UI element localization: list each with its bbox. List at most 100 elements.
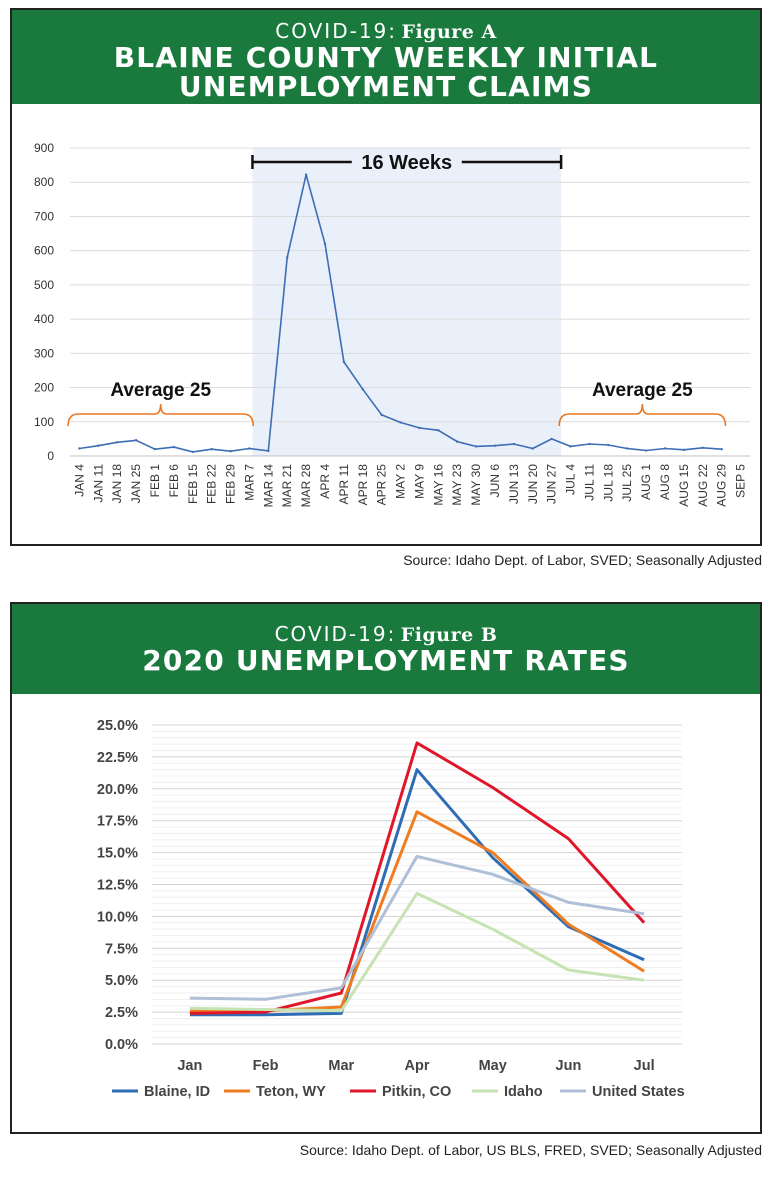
x-tick-label: FEB 29 [224,464,238,504]
legend-label: United States [592,1084,685,1100]
x-tick-label: FEB 22 [205,464,219,504]
x-tick-label: MAR 21 [280,464,294,508]
data-point [380,413,383,417]
y-tick-label: 2.5% [105,1005,138,1021]
data-point [531,447,534,450]
figure-a-source: Source: Idaho Dept. of Labor, SVED; Seas… [403,552,762,568]
weeks-label-bg [351,150,462,174]
y-tick-label: 0.0% [105,1037,138,1053]
data-point [78,447,81,450]
figure-b-panel: COVID-19: Figure B 2020 UNEMPLOYMENT RAT… [10,602,762,1134]
y-tick-label: 700 [34,209,54,223]
x-tick-label: JAN 4 [72,464,86,497]
data-point [267,449,270,453]
x-tick-label: MAR 14 [261,464,275,508]
y-tick-label: 22.5% [97,750,138,766]
figure-b-title: 2020 UNEMPLOYMENT RATES [142,644,630,677]
x-tick-label: APR 11 [337,464,351,505]
y-tick-label: 7.5% [105,941,138,957]
series-line [189,741,646,1015]
x-tick-label: FEB 1 [148,464,162,498]
data-point [512,442,516,446]
x-tick-label: APR 4 [318,464,332,499]
figure-a-title-line1: BLAINE COUNTY WEEKLY INITIAL [113,41,659,74]
y-tick-label: 800 [34,175,54,189]
x-tick-label: Feb [253,1058,279,1074]
data-point [701,446,704,449]
legend-label: Blaine, ID [144,1084,210,1100]
figure-a-title-line2: UNEMPLOYMENT CLAIMS [178,70,594,103]
x-tick-label: JUL 4 [564,464,578,495]
x-tick-label: AUG 1 [639,464,653,500]
series-line [189,854,645,1001]
data-point [342,360,346,364]
x-tick-label: APR 18 [356,464,370,506]
data-point [550,437,553,441]
data-point [361,388,364,391]
shaded-period [252,148,562,456]
x-tick-label: FEB 15 [186,464,200,504]
y-tick-label: 15.0% [97,846,138,862]
data-point [493,444,497,447]
average-right-brace [558,403,727,427]
weeks-label: 16 Weeks [361,152,452,174]
data-point [399,421,402,424]
legend-label: Teton, WY [256,1084,326,1100]
data-point [720,447,723,451]
figure-a-header: COVID-19: Figure A BLAINE COUNTY WEEKLY … [12,10,760,104]
data-point [153,447,157,451]
data-point [456,440,459,443]
data-point [644,449,648,452]
x-tick-label: JUN 27 [545,464,559,504]
x-tick-label: SEP 5 [734,464,748,498]
data-point [682,448,686,452]
x-tick-label: JUN 6 [488,464,502,498]
data-point [569,445,572,448]
x-tick-label: JUN 13 [507,464,521,504]
x-tick-label: MAY 23 [450,464,464,506]
data-point [286,256,289,259]
data-point [229,450,232,453]
x-tick-label: MAY 2 [394,464,408,499]
x-tick-label: Jan [177,1058,202,1074]
x-tick-label: JUL 18 [601,464,615,502]
data-point [116,441,119,444]
y-tick-label: 200 [34,381,54,395]
series-line [189,810,645,1013]
y-tick-label: 900 [34,141,54,155]
x-tick-label: MAY 30 [469,464,483,506]
data-point [97,444,100,447]
y-tick-label: 300 [34,346,54,360]
x-tick-label: JAN 18 [110,464,124,504]
data-point [323,242,327,246]
x-tick-label: AUG 29 [715,464,729,507]
figure-a-prefix: COVID-19: [275,19,398,43]
figure-a-chart: 0 100 200 300 400 500 600 700 800 900 JAN 4 JAN 11 J… [34,141,750,508]
series-line [189,768,645,1017]
x-tick-label: MAY 16 [431,464,445,506]
figure-b-source: Source: Idaho Dept. of Labor, US BLS, FR… [299,1142,762,1158]
data-point [172,445,176,449]
y-tick-label: 100 [34,415,54,429]
figure-a-panel: COVID-19: Figure A BLAINE COUNTY WEEKLY … [10,8,762,546]
x-tick-label: FEB 6 [167,464,181,498]
x-tick-label: APR 25 [375,464,389,506]
y-tick-label: 10.0% [97,909,138,925]
y-tick-label: 0 [47,449,54,463]
x-tick-label: JUL 11 [582,464,596,501]
data-point [418,426,421,430]
data-point [663,447,667,450]
data-point [210,447,213,451]
data-point [248,447,251,450]
series-line [189,891,645,1013]
average-left-brace [67,403,255,427]
data-point [134,439,138,442]
x-tick-label: JUL 25 [620,464,634,502]
data-point [607,443,610,447]
y-tick-label: 20.0% [97,782,138,798]
x-tick-label: Jun [556,1058,582,1074]
y-tick-label: 600 [34,244,54,258]
x-tick-label: Mar [328,1058,354,1074]
x-tick-label: Apr [405,1058,430,1074]
data-point [191,450,194,454]
